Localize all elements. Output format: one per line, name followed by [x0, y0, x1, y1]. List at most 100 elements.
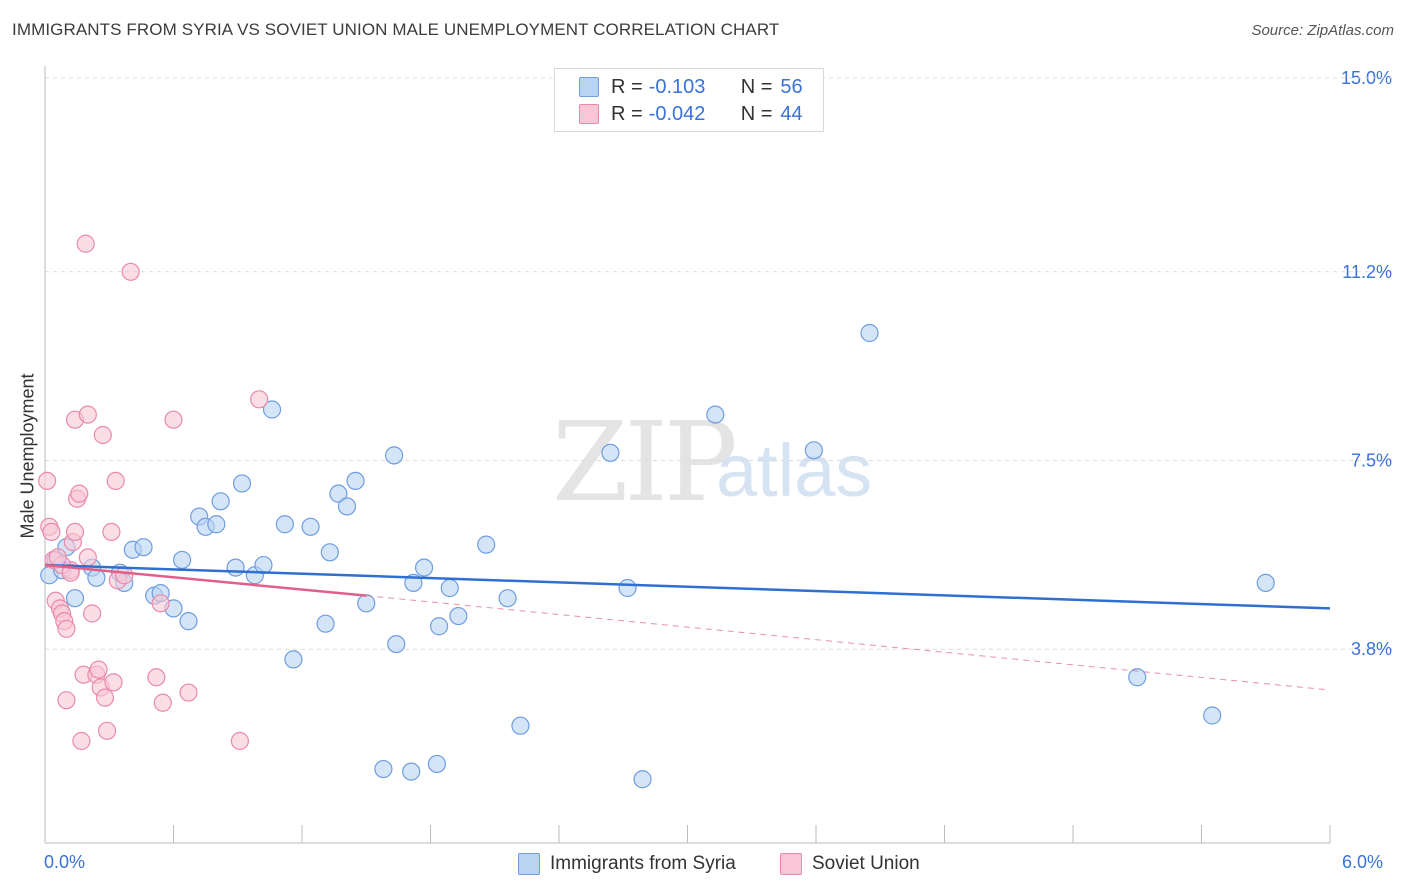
point-syria — [449, 606, 468, 626]
legend-r-label: R = — [611, 102, 643, 125]
point-soviet — [98, 721, 117, 740]
bottom-legend-syria[interactable]: Immigrants from Syria — [518, 852, 736, 876]
point-syria — [440, 578, 459, 598]
point-syria — [65, 589, 85, 608]
point-syria — [87, 568, 106, 587]
legend-r-label: R = — [611, 75, 643, 98]
point-soviet — [93, 425, 112, 445]
point-syria — [179, 612, 198, 631]
legend-r-value-syria: -0.103 — [648, 75, 706, 98]
point-soviet — [250, 390, 269, 409]
point-syria — [337, 497, 357, 516]
point-soviet — [102, 522, 121, 542]
point-soviet — [121, 262, 140, 281]
point-syria — [134, 538, 153, 557]
point-syria — [414, 558, 434, 577]
point-soviet — [48, 548, 67, 567]
point-syria — [601, 443, 620, 462]
chart-title: IMMIGRANTS FROM SYRIA VS SOVIET UNION MA… — [12, 20, 780, 39]
point-syria — [262, 400, 282, 419]
point-soviet — [83, 604, 102, 623]
point-syria — [402, 762, 421, 781]
point-soviet — [147, 668, 166, 687]
point-soviet — [76, 234, 95, 253]
point-soviet — [106, 471, 125, 490]
point-soviet — [42, 522, 61, 542]
legend-r-value-soviet: -0.042 — [648, 102, 706, 125]
y-axis-label: Male Unemployment — [17, 373, 38, 539]
point-soviet — [89, 660, 108, 679]
point-syria — [387, 634, 406, 654]
trend-line-soviet — [44, 563, 367, 597]
watermark-atlas: atlas — [716, 429, 873, 512]
bottom-legend-swatch-syria — [518, 853, 540, 875]
point-soviet — [104, 673, 123, 692]
trend-line-soviet-extrapolated — [366, 595, 1331, 691]
point-soviet — [95, 688, 115, 707]
bottom-legend-label-syria: Immigrants from Syria — [550, 853, 736, 874]
point-syria — [1256, 573, 1275, 593]
bottom-legend-label-soviet: Soviet Union — [812, 853, 920, 874]
legend-n-value-syria: 56 — [780, 75, 803, 98]
point-soviet — [78, 548, 97, 567]
x-tick-label-max: 6.0% — [1342, 852, 1384, 872]
correlation-legend: R = -0.103 N = 56 R = -0.042 N = 44 — [554, 68, 824, 132]
source-note: Source: ZipAtlas.com — [1251, 22, 1394, 39]
point-syria — [346, 471, 365, 490]
bottom-legend-swatch-soviet — [780, 853, 802, 875]
point-syria — [357, 594, 376, 613]
point-syria — [211, 492, 230, 511]
point-soviet — [179, 683, 198, 702]
y-tick-label: 11.2% — [1342, 262, 1392, 282]
point-soviet — [115, 566, 134, 585]
point-syria — [477, 535, 496, 554]
point-soviet — [230, 731, 249, 751]
point-soviet — [65, 522, 85, 542]
point-syria — [275, 515, 294, 534]
legend-n-label: N = — [740, 75, 773, 98]
point-soviet — [57, 691, 76, 710]
point-syria — [429, 617, 449, 636]
x-tick-label-min: 0.0% — [44, 852, 86, 872]
point-soviet — [164, 410, 183, 429]
point-syria — [207, 515, 226, 534]
legend-row-soviet: R = -0.042 N = 44 — [579, 102, 803, 126]
y-tick-label: 7.5% — [1351, 451, 1392, 471]
legend-row-syria: R = -0.103 N = 56 — [579, 75, 803, 99]
point-syria — [511, 716, 530, 735]
legend-n-label: N = — [740, 102, 773, 125]
point-syria — [498, 589, 517, 608]
trend-line-syria — [44, 563, 1331, 610]
point-syria — [706, 405, 725, 424]
y-tick-label: 3.8% — [1351, 639, 1392, 659]
point-syria — [804, 441, 823, 460]
legend-swatch-syria — [579, 77, 599, 97]
legend-swatch-soviet — [579, 104, 599, 124]
point-syria — [1203, 706, 1222, 725]
point-soviet — [70, 484, 89, 503]
watermark-zip: ZIP — [552, 398, 738, 526]
point-syria — [284, 650, 303, 669]
point-soviet — [78, 405, 97, 424]
point-syria — [172, 550, 192, 570]
point-syria — [320, 543, 339, 562]
point-syria — [384, 446, 404, 465]
point-syria — [329, 484, 348, 503]
point-syria — [301, 517, 320, 536]
point-syria — [618, 578, 637, 598]
point-syria — [374, 759, 393, 779]
point-syria — [860, 323, 879, 343]
point-soviet — [57, 619, 76, 638]
point-soviet — [38, 471, 57, 490]
legend-n-value-soviet: 44 — [780, 102, 803, 125]
point-soviet — [153, 693, 172, 712]
bottom-legend-soviet[interactable]: Soviet Union — [780, 852, 920, 876]
point-syria — [1128, 668, 1147, 687]
point-syria — [226, 558, 245, 577]
point-syria — [232, 474, 252, 493]
point-syria — [427, 754, 447, 774]
point-syria — [633, 770, 652, 789]
point-soviet — [72, 731, 91, 751]
point-soviet — [151, 594, 170, 613]
